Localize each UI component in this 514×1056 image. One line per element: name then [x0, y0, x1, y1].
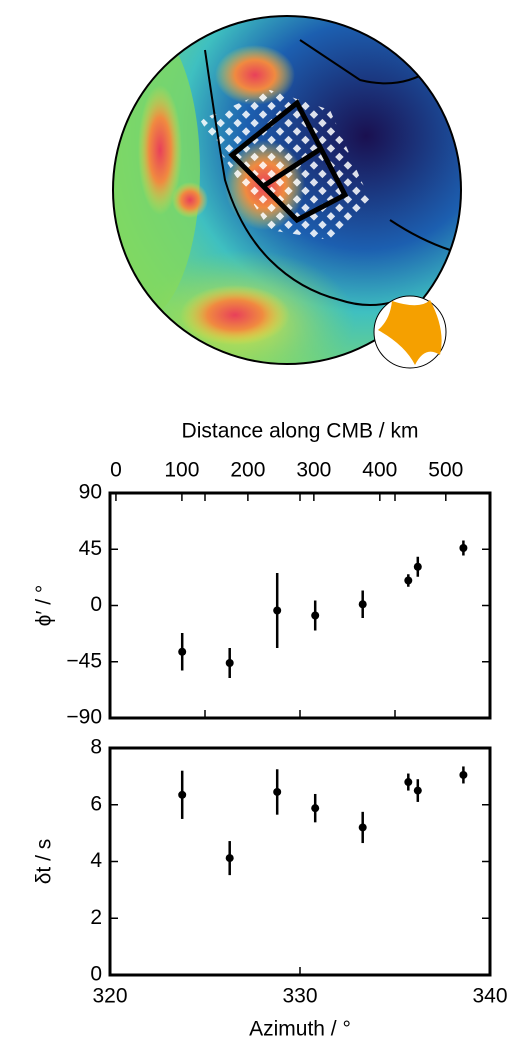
x-tick-label: 320: [92, 985, 127, 1008]
x2-tick-label: 200: [230, 459, 265, 482]
y-tick-label: 4: [90, 849, 102, 872]
beachball-fill: [378, 300, 442, 365]
x2-tick-label: 300: [296, 459, 331, 482]
x-tick-label: 340: [472, 985, 507, 1008]
x2-tick-label: 100: [164, 459, 199, 482]
region-outline: [228, 99, 349, 224]
y-tick-label: −45: [66, 649, 102, 672]
data-point: [178, 790, 187, 799]
y-axis-title: δt / s: [33, 839, 56, 885]
y-tick-label: 45: [79, 537, 102, 560]
x2-axis-title: Distance along CMB / km: [182, 420, 419, 443]
data-point: [358, 600, 367, 609]
y-axis-title: ϕ′ / °: [33, 585, 56, 627]
y-tick-label: 90: [79, 481, 102, 504]
data-point: [311, 804, 320, 813]
y-tick-label: 6: [90, 792, 102, 815]
data-point: [413, 786, 422, 795]
y-tick-label: −90: [66, 706, 102, 729]
x2-tick-label: 400: [362, 459, 397, 482]
x2-tick-label: 500: [428, 459, 463, 482]
data-point: [225, 854, 234, 863]
x-axis-title: Azimuth / °: [249, 1018, 351, 1041]
data-point: [459, 544, 468, 552]
data-point: [413, 562, 422, 571]
data-point: [404, 778, 413, 787]
y-tick-label: 2: [90, 906, 102, 929]
data-point: [358, 823, 367, 832]
x-tick-label: 330: [282, 985, 317, 1008]
plot-frame: [108, 746, 492, 977]
data-point: [404, 576, 413, 585]
y-tick-label: 0: [90, 593, 102, 616]
y-tick-label: 8: [90, 736, 102, 759]
y-tick-label: 0: [90, 963, 102, 986]
plot-frame: [108, 491, 492, 720]
data-point: [311, 611, 320, 620]
x2-tick-label: 0: [110, 459, 122, 482]
data-point: [178, 647, 187, 656]
data-point: [273, 606, 282, 615]
data-point: [225, 659, 234, 667]
data-point: [273, 787, 282, 796]
map-border: [112, 15, 462, 365]
data-point: [459, 770, 468, 779]
